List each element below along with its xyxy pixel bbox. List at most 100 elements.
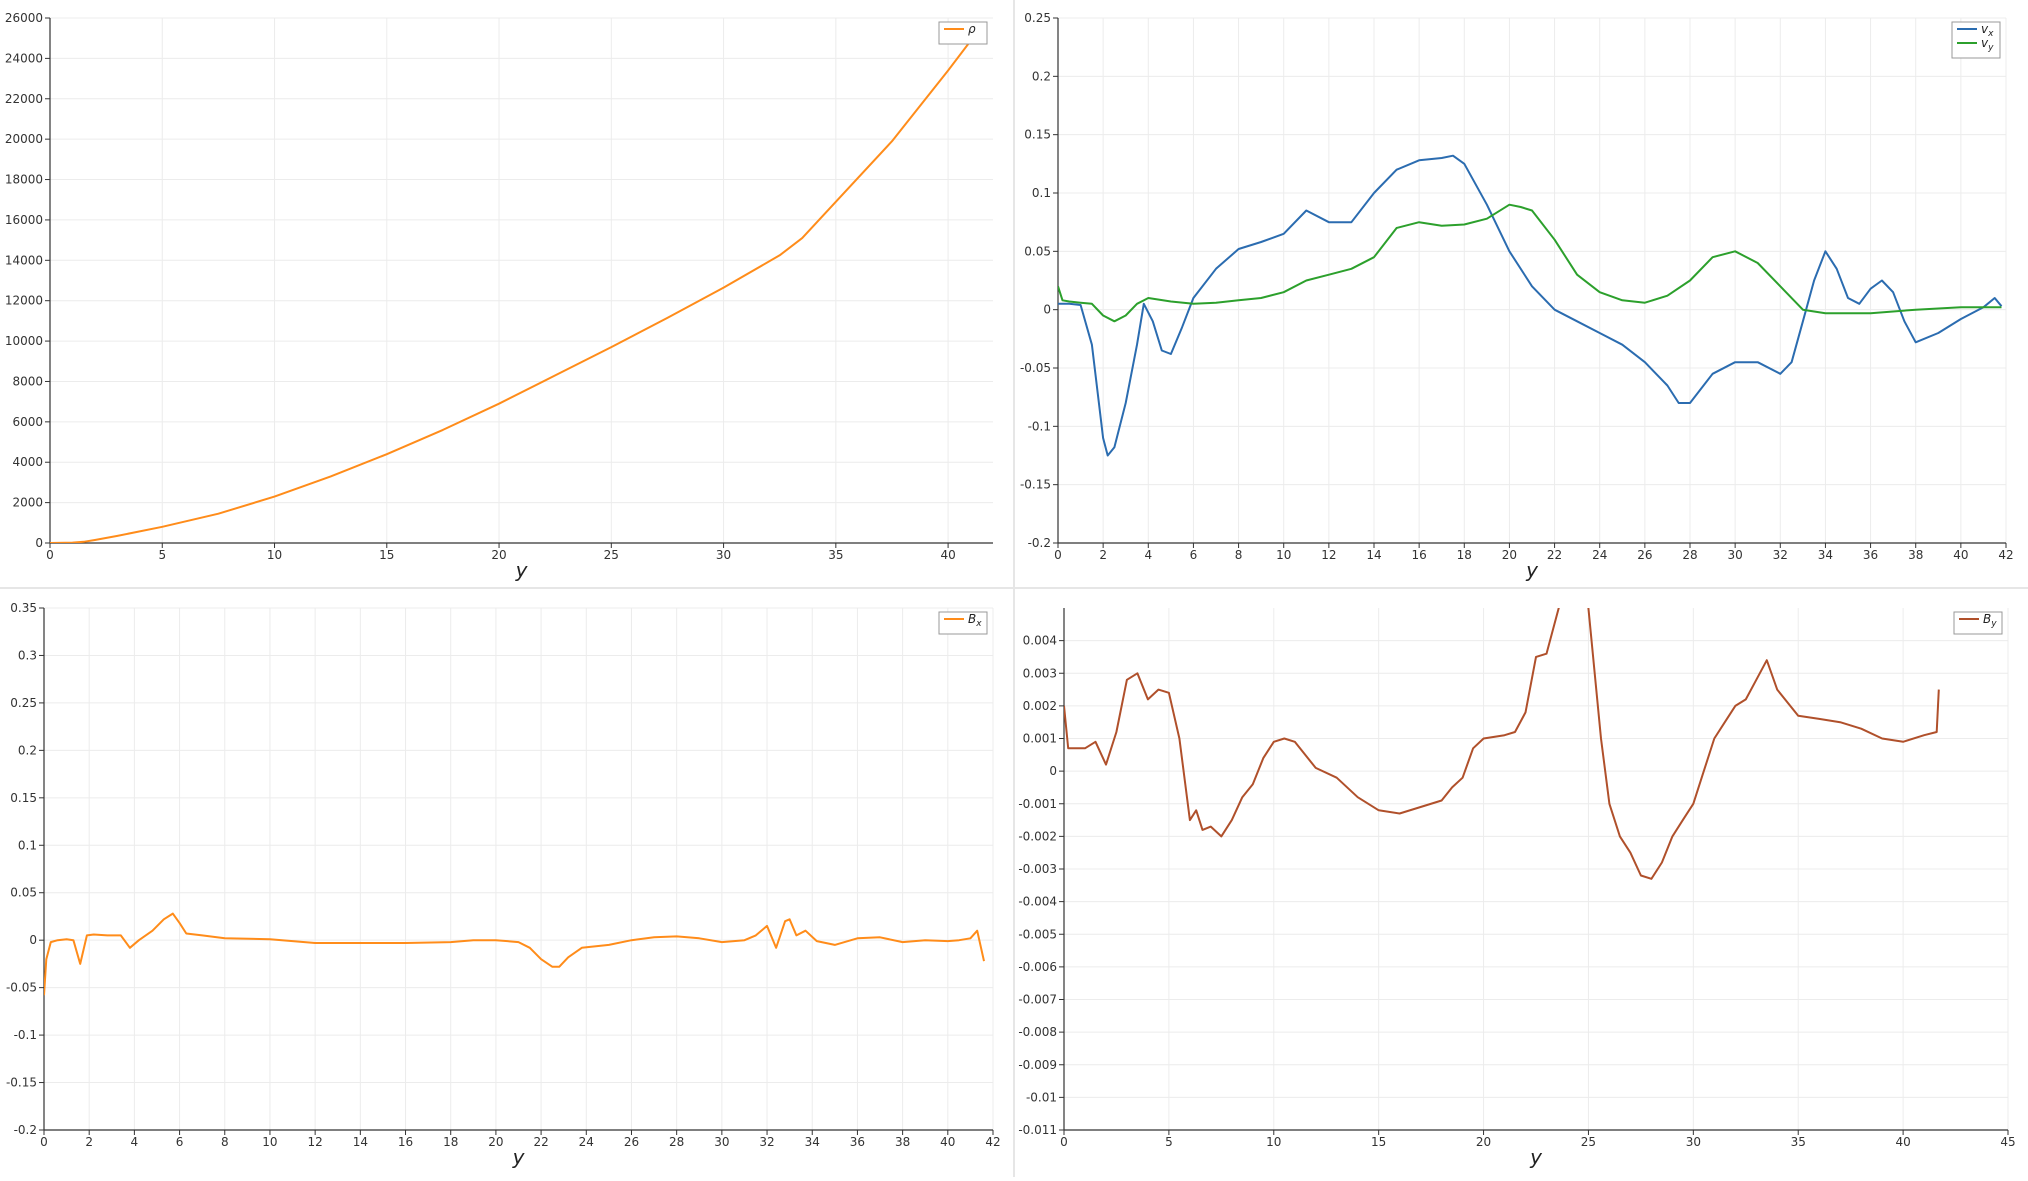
- x-tick-label: 32: [1773, 548, 1788, 562]
- y-tick-label: -0.2: [1028, 536, 1051, 550]
- y-tick-label: 0.15: [1024, 128, 1051, 142]
- x-tick-label: 18: [1457, 548, 1472, 562]
- x-tick-label: 40: [1953, 548, 1968, 562]
- y-tick-label: 0.1: [18, 838, 37, 852]
- y-tick-label: -0.001: [1018, 797, 1057, 811]
- by-chart[interactable]: 0 5 10 15 20 25 30 35 40 45 -0.011 -0.01 -0.009 -0.00…: [1015, 589, 2028, 1177]
- y-tick-label: 0.05: [10, 886, 37, 900]
- velocity-chart[interactable]: 0 2 4 6 8 10 12 14 16 18 20 22 24 26 28 30 32 34 36 38 40 42-…: [1015, 0, 2028, 587]
- y-tick-label: 0.1: [1032, 186, 1051, 200]
- x-tick-label: 18: [443, 1135, 458, 1149]
- x-tick-label: 14: [353, 1135, 368, 1149]
- x-tick-label: 35: [1791, 1135, 1806, 1149]
- density-chart[interactable]: 0 5 10 15 20 25 30 35 40 0 2000 4000 6000 8000 10000 12…: [0, 0, 1013, 587]
- x-tick-label: 0: [1054, 548, 1062, 562]
- legend-label: vy: [1981, 36, 1994, 53]
- x-tick-label: 6: [1190, 548, 1198, 562]
- x-tick-label: 40: [940, 548, 955, 562]
- y-tick-label: -0.005: [1018, 927, 1057, 941]
- y-tick-label: -0.003: [1018, 862, 1057, 876]
- x-tick-label: 4: [131, 1135, 139, 1149]
- x-tick-label: 28: [1682, 548, 1697, 562]
- legend-label: By: [1983, 612, 1997, 629]
- series-line-0[interactable]: [44, 912, 985, 996]
- x-axis-label: y: [1525, 558, 1539, 582]
- x-tick-label: 10: [1276, 548, 1291, 562]
- y-tick-label: -0.1: [14, 1028, 37, 1042]
- x-tick-label: 30: [716, 548, 731, 562]
- chart-panel-bx[interactable]: 0 2 4 6 8 10 12 14 16 18 20 22 24 26 28 30 32 34 36 38 40 42-…: [0, 589, 1013, 1177]
- legend-label: Bx: [968, 612, 982, 629]
- x-axis-label: y: [515, 558, 529, 582]
- x-tick-label: 40: [940, 1135, 955, 1149]
- series-line-0[interactable]: [1058, 154, 2003, 457]
- x-tick-label: 20: [488, 1135, 503, 1149]
- x-tick-label: 12: [308, 1135, 323, 1149]
- y-tick-label: -0.008: [1018, 1025, 1057, 1039]
- y-tick-label: -0.05: [6, 981, 37, 995]
- x-tick-label: 30: [1686, 1135, 1701, 1149]
- y-tick-label: 14000: [5, 253, 43, 267]
- x-tick-label: 26: [624, 1135, 639, 1149]
- x-tick-label: 5: [1165, 1135, 1173, 1149]
- x-tick-label: 15: [1371, 1135, 1386, 1149]
- y-tick-label: 4000: [12, 455, 43, 469]
- y-tick-label: -0.15: [1020, 478, 1051, 492]
- x-tick-label: 25: [604, 548, 619, 562]
- x-tick-label: 20: [1502, 548, 1517, 562]
- x-tick-label: 42: [1998, 548, 2013, 562]
- y-tick-label: 0.002: [1023, 699, 1057, 713]
- y-tick-label: 18000: [5, 173, 43, 187]
- x-tick-label: 6: [176, 1135, 184, 1149]
- y-tick-label: 0: [35, 536, 43, 550]
- legend-label: ρ: [968, 22, 976, 36]
- y-tick-label: -0.15: [6, 1076, 37, 1090]
- y-tick-label: 0.2: [1032, 69, 1051, 83]
- x-tick-label: 40: [1895, 1135, 1910, 1149]
- legend-box: [1953, 611, 2003, 635]
- x-tick-label: 24: [1592, 548, 1607, 562]
- legend-label: vx: [1981, 22, 1994, 39]
- x-tick-label: 25: [1581, 1135, 1596, 1149]
- x-tick-label: 32: [759, 1135, 774, 1149]
- y-tick-label: 0.05: [1024, 244, 1051, 258]
- y-tick-label: 12000: [5, 294, 43, 308]
- bx-chart[interactable]: 0 2 4 6 8 10 12 14 16 18 20 22 24 26 28 30 32 34 36 38 40 42-…: [0, 589, 1013, 1177]
- x-tick-label: 0: [46, 548, 54, 562]
- x-tick-label: 34: [805, 1135, 820, 1149]
- chart-panel-density[interactable]: 0 5 10 15 20 25 30 35 40 0 2000 4000 6000 8000 10000 12…: [0, 0, 1013, 587]
- x-tick-label: 38: [1908, 548, 1923, 562]
- x-tick-label: 20: [1476, 1135, 1491, 1149]
- y-tick-label: 0.25: [10, 696, 37, 710]
- y-tick-label: 0: [1049, 764, 1057, 778]
- x-tick-label: 30: [1728, 548, 1743, 562]
- series-line-1[interactable]: [1058, 203, 2002, 323]
- x-tick-label: 8: [1235, 548, 1243, 562]
- y-tick-label: -0.011: [1018, 1123, 1057, 1137]
- y-tick-label: 0: [1043, 303, 1051, 317]
- chart-panel-velocity[interactable]: 0 2 4 6 8 10 12 14 16 18 20 22 24 26 28 30 32 34 36 38 40 42-…: [1015, 0, 2028, 587]
- y-tick-label: 2000: [12, 496, 43, 510]
- y-tick-label: -0.009: [1018, 1058, 1057, 1072]
- x-tick-label: 38: [895, 1135, 910, 1149]
- y-tick-label: -0.01: [1026, 1090, 1057, 1104]
- x-tick-label: 36: [1863, 548, 1878, 562]
- x-axis-label: y: [512, 1145, 526, 1169]
- x-tick-label: 0: [1060, 1135, 1068, 1149]
- x-tick-label: 42: [985, 1135, 1000, 1149]
- panel-divider-horizontal: [0, 587, 2028, 589]
- series-line-0[interactable]: [1064, 589, 1940, 880]
- y-tick-label: 10000: [5, 334, 43, 348]
- y-tick-label: 16000: [5, 213, 43, 227]
- y-tick-label: 8000: [12, 374, 43, 388]
- x-tick-label: 4: [1144, 548, 1152, 562]
- legend-box: [938, 21, 988, 45]
- legend-box: [938, 611, 988, 635]
- x-tick-label: 24: [579, 1135, 594, 1149]
- series-line-0[interactable]: [50, 25, 983, 543]
- x-tick-label: 12: [1321, 548, 1336, 562]
- chart-panel-by[interactable]: 0 5 10 15 20 25 30 35 40 45 -0.011 -0.01 -0.009 -0.00…: [1015, 589, 2028, 1177]
- x-tick-label: 14: [1366, 548, 1381, 562]
- y-tick-label: 0.004: [1023, 634, 1057, 648]
- y-tick-label: -0.2: [14, 1123, 37, 1137]
